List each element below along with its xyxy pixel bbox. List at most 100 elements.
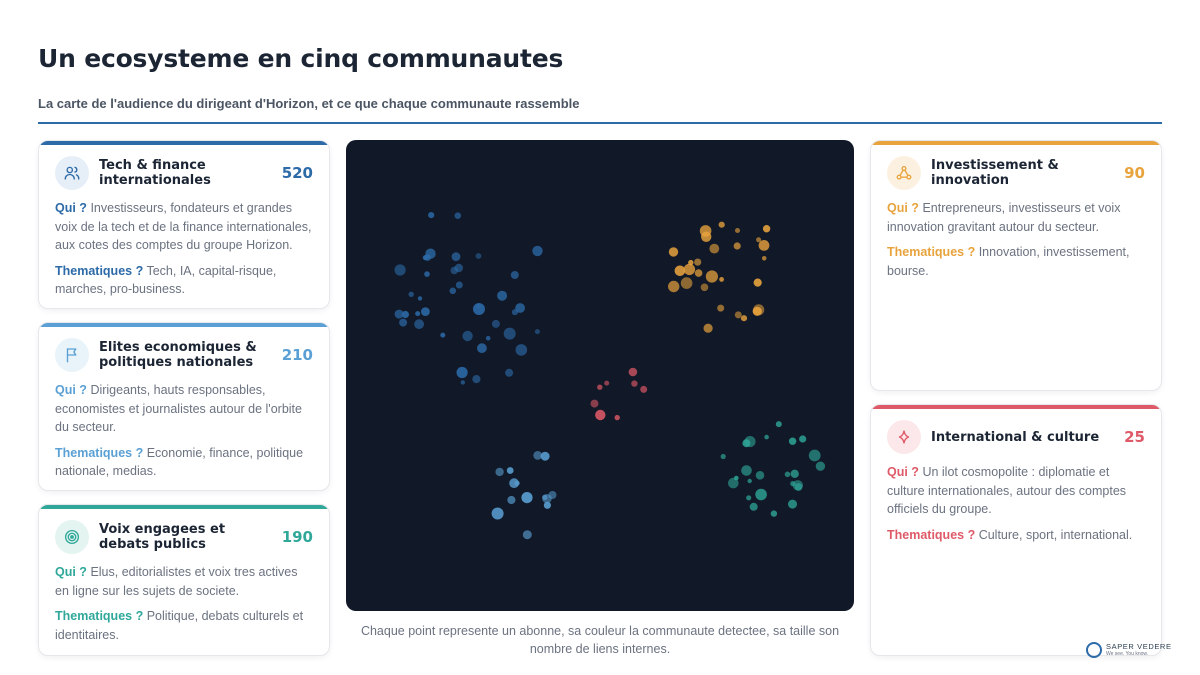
network-node [755, 488, 767, 501]
card-thematiques: Thematiques ? Politique, debats culturel… [55, 607, 313, 644]
qui-text: Dirigeants, hauts responsables, economis… [55, 383, 302, 434]
network-node [761, 256, 767, 261]
network-node [740, 315, 748, 322]
card-qui: Qui ? Un ilot cosmopolite : diplomatie e… [887, 463, 1145, 519]
network-node [680, 277, 693, 289]
network-node [417, 296, 423, 301]
card-qui: Qui ? Elus, editorialistes et voix tres … [55, 563, 313, 600]
network-node [394, 309, 404, 319]
network-node [614, 414, 620, 421]
network-node [674, 265, 686, 277]
users-icon [55, 156, 89, 190]
card-title: Voix engagees et debats publics [99, 522, 226, 552]
network-node [534, 329, 540, 335]
card-qui: Qui ? Dirigeants, hauts responsables, ec… [55, 381, 313, 437]
community-card-elites: Elites economiques & politiques national… [38, 322, 330, 491]
network-node [728, 477, 739, 489]
network-node [511, 309, 518, 316]
network-node [455, 281, 463, 289]
header-divider [38, 122, 1162, 124]
thematiques-text: Tech, IA, capital-risque, marches, pro-b… [55, 263, 277, 297]
page-title: Un ecosysteme en cinq communautes [38, 44, 564, 73]
network-node [491, 319, 500, 328]
brand-name: SAPER VEDERE [1106, 642, 1172, 651]
community-network-map [346, 140, 854, 611]
network-node [597, 384, 603, 390]
card-title: International & culture [931, 429, 1100, 445]
network-node [450, 266, 459, 275]
network-node [399, 318, 408, 327]
network-node [475, 253, 482, 259]
network-node [485, 335, 491, 341]
network-node [515, 344, 528, 356]
card-count: 90 [1124, 164, 1145, 182]
network-node [741, 465, 752, 476]
network-node [451, 252, 461, 262]
qui-text: Un ilot cosmopolite : diplomatie et cult… [887, 465, 1127, 516]
qui-label: Qui ? [55, 201, 87, 215]
network-node [775, 421, 782, 428]
network-node [717, 304, 725, 312]
qui-label: Qui ? [887, 201, 919, 215]
thematiques-text: Culture, sport, international. [978, 527, 1133, 542]
network-node [700, 283, 709, 292]
network-node [756, 237, 762, 243]
network-node [758, 240, 770, 251]
network-node [746, 495, 752, 501]
network-node [506, 467, 514, 474]
network-node [503, 327, 516, 340]
network-node [640, 385, 648, 393]
community-card-tech-finance: Tech & finance internationales 520 Qui ?… [38, 140, 330, 309]
thematiques-text: Economie, finance, politique nationale, … [55, 445, 304, 479]
network-node [462, 330, 473, 342]
network-node [755, 471, 765, 480]
network-node [507, 495, 516, 505]
qui-label: Qui ? [887, 465, 919, 479]
network-node [705, 270, 718, 283]
sparkle-icon [887, 420, 921, 454]
network-node [744, 436, 756, 448]
page-subtitle: La carte de l'audience du dirigeant d'Ho… [38, 96, 580, 111]
network-node [694, 258, 702, 266]
community-card-voix-engagees: Voix engagees et debats publics 190 Qui … [38, 504, 330, 656]
network-node [733, 242, 741, 250]
network-node [510, 271, 519, 279]
target-icon [55, 520, 89, 554]
network-icon [887, 156, 921, 190]
network-node [408, 291, 414, 297]
thematiques-label: Thematiques ? [55, 609, 144, 623]
network-node [720, 453, 726, 460]
network-node [542, 494, 548, 500]
network-node [604, 380, 610, 386]
qui-text: Investisseurs, fondateurs et grandes voi… [55, 201, 312, 252]
card-title: Elites economiques & politiques national… [99, 340, 257, 370]
network-node [425, 248, 436, 259]
network-node [414, 319, 424, 330]
network-node [533, 451, 543, 460]
network-node [749, 502, 758, 511]
community-card-international: International & culture 25 Qui ? Un ilot… [870, 404, 1162, 656]
network-node [808, 449, 821, 462]
card-thematiques: Thematiques ? Culture, sport, internatio… [887, 526, 1145, 545]
network-node [595, 409, 606, 421]
card-count: 520 [281, 164, 313, 182]
card-count: 210 [281, 346, 313, 364]
card-count: 25 [1124, 428, 1145, 446]
network-node [770, 510, 778, 517]
network-node [703, 323, 713, 333]
card-title: Tech & finance internationales [99, 158, 211, 188]
thematiques-label: Thematiques ? [887, 527, 976, 542]
network-node [788, 437, 797, 445]
card-title: Investissement & innovation [931, 158, 1059, 188]
network-node [522, 530, 532, 540]
network-node [472, 375, 481, 384]
network-node [683, 263, 696, 276]
network-node [628, 367, 638, 377]
network-node [497, 290, 508, 301]
network-node [718, 221, 725, 228]
flag-icon [55, 338, 89, 372]
network-node [701, 231, 712, 242]
network-node [401, 310, 409, 319]
network-node [764, 434, 769, 440]
thematiques-label: Thematiques ? [887, 245, 976, 259]
